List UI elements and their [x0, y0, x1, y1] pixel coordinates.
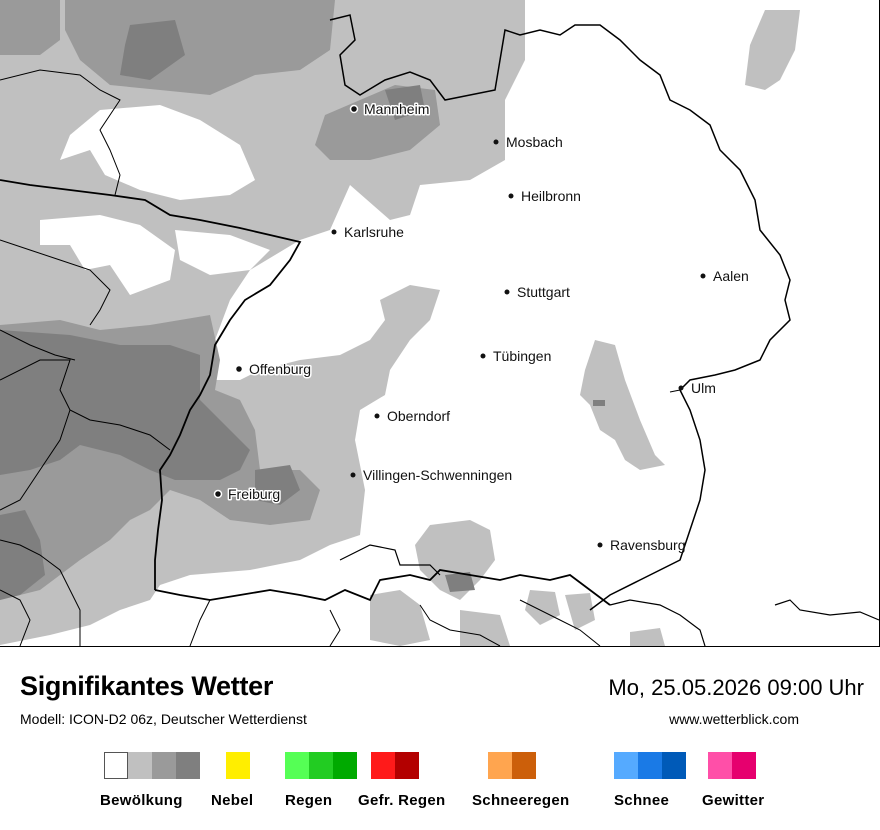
city-dot: [480, 353, 486, 359]
city-dot: [331, 229, 337, 235]
city-dot: [213, 489, 223, 499]
city-label: Oberndorf: [387, 408, 450, 424]
city-dot: [597, 542, 603, 548]
city-label: Stuttgart: [517, 284, 570, 300]
city-label: Ravensburg: [610, 537, 686, 553]
model-info: Modell: ICON-D2 06z, Deutscher Wetterdie…: [20, 711, 307, 727]
legend-swatch: [226, 752, 250, 779]
weather-map: Mannheim Mosbach Heilbronn Karlsruhe Aalen St…: [0, 0, 880, 647]
city-karlsruhe: Karlsruhe: [331, 224, 404, 240]
city-dot: [374, 413, 380, 419]
legend-regen: [285, 752, 357, 779]
legend-label: Gewitter: [702, 792, 765, 809]
legend-schnee: [614, 752, 686, 779]
legend-bewölkung: [104, 752, 200, 779]
legend-swatch: [104, 752, 128, 779]
city-label: Villingen-Schwenningen: [363, 467, 512, 483]
city-label: Heilbronn: [521, 188, 581, 204]
city-mannheim: Mannheim: [349, 100, 431, 119]
footer: Signifikantes Wetter Modell: ICON-D2 06z…: [0, 647, 880, 830]
city-label: Ulm: [691, 380, 716, 396]
legend-label: Gefr. Regen: [358, 792, 446, 809]
legend-swatches: [488, 752, 536, 779]
city-mosbach: Mosbach: [493, 134, 563, 150]
legend-swatch: [152, 752, 176, 779]
city-label: Karlsruhe: [344, 224, 404, 240]
city-villingen: Villingen-Schwenningen: [350, 467, 512, 483]
city-dot: [350, 472, 356, 478]
city-tuebingen: Tübingen: [480, 348, 551, 364]
city-ulm: Ulm: [678, 379, 717, 398]
city-dot: [493, 139, 499, 145]
city-dot: [508, 193, 514, 199]
legend-swatch: [128, 752, 152, 779]
legend-swatch: [488, 752, 512, 779]
cloud-cover-dark: [0, 20, 605, 600]
legend-swatches: [285, 752, 357, 779]
legend-swatches: [104, 752, 200, 779]
legend-swatch: [395, 752, 419, 779]
map-canvas: Mannheim Mosbach Heilbronn Karlsruhe Aalen St…: [0, 0, 879, 646]
city-dot: [504, 289, 510, 295]
city-label: Aalen: [713, 268, 749, 284]
city-label: Freiburg: [228, 486, 280, 502]
city-label: Mosbach: [506, 134, 563, 150]
legend-swatch: [371, 752, 395, 779]
city-stuttgart: Stuttgart: [504, 284, 570, 300]
legend-gewitter: [708, 752, 756, 779]
legend-swatches: [226, 752, 250, 779]
city-ravensburg: Ravensburg: [597, 537, 686, 553]
city-offenburg: Offenburg: [234, 360, 313, 379]
legend-swatch: [333, 752, 357, 779]
city-freiburg: Freiburg: [213, 485, 282, 504]
legend-label: Schneeregen: [472, 792, 570, 809]
city-heilbronn: Heilbronn: [508, 188, 581, 204]
city-dot: [700, 273, 706, 279]
borders: [0, 14, 879, 646]
legend-label: Nebel: [211, 792, 254, 809]
legend-swatch: [309, 752, 333, 779]
legend-swatch: [662, 752, 686, 779]
city-label: Tübingen: [493, 348, 551, 364]
forecast-datetime: Mo, 25.05.2026 09:00 Uhr: [608, 675, 864, 700]
legend-swatch: [732, 752, 756, 779]
city-dot: [349, 104, 359, 114]
legend-swatches: [708, 752, 756, 779]
legend-swatch: [176, 752, 200, 779]
legend-label: Bewölkung: [100, 792, 183, 809]
legend-label: Schnee: [614, 792, 670, 809]
city-dot: [678, 385, 684, 391]
city-aalen: Aalen: [700, 268, 749, 284]
legend: Bewölkung Nebel Regen Gefr. Regen Schneerege…: [0, 752, 880, 812]
website-link[interactable]: www.wetterblick.com: [669, 711, 799, 727]
city-label: Offenburg: [249, 361, 311, 377]
legend-swatch: [512, 752, 536, 779]
legend-label: Regen: [285, 792, 333, 809]
legend-nebel: [226, 752, 250, 779]
clear-areas: [40, 105, 270, 295]
legend-swatch: [708, 752, 732, 779]
legend-swatch: [638, 752, 662, 779]
legend-swatch: [285, 752, 309, 779]
city-dot: [234, 364, 244, 374]
city-label: Mannheim: [364, 101, 429, 117]
legend-swatches: [371, 752, 419, 779]
legend-schneeregen: [488, 752, 536, 779]
map-title: Signifikantes Wetter: [20, 671, 274, 701]
city-markers: Mannheim Mosbach Heilbronn Karlsruhe Aalen St…: [213, 100, 749, 553]
legend-gefr-regen: [371, 752, 419, 779]
legend-swatch: [614, 752, 638, 779]
city-oberndorf: Oberndorf: [374, 408, 450, 424]
legend-swatches: [614, 752, 686, 779]
